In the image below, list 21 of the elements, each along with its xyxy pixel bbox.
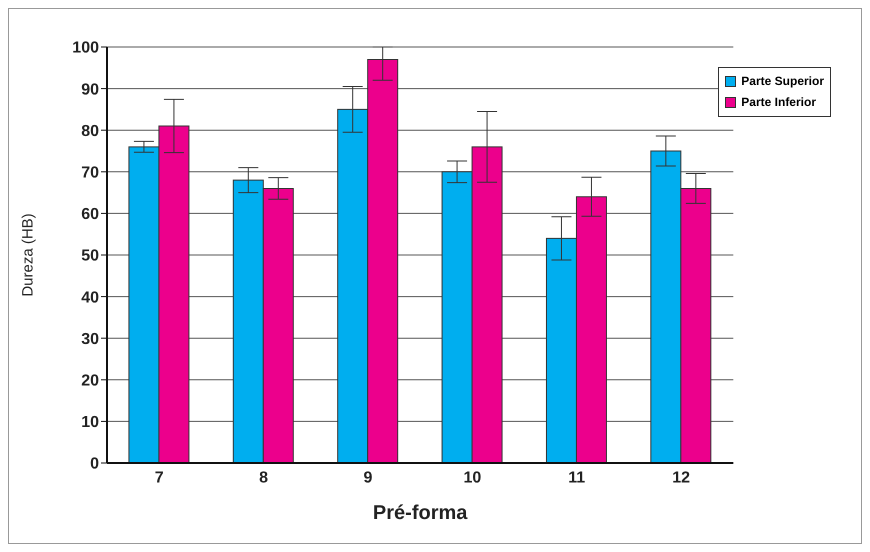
y-tick-label: 10 [81,414,100,432]
legend-label: Parte Superior [741,73,824,90]
x-tick-label: 9 [364,469,373,486]
x-tick-label: 7 [154,469,164,486]
x-tick-label: 10 [463,469,482,486]
x-tick-label: 12 [672,469,690,486]
y-tick-label: 100 [72,40,100,57]
y-tick-label: 50 [81,248,100,265]
y-tick-label: 0 [90,456,100,473]
x-tick-label: 11 [568,469,586,486]
y-tick-label: 20 [81,372,100,390]
x-tick-label: 8 [259,469,268,486]
y-tick-label: 90 [81,81,100,98]
x-axis-title: Pré-forma [372,502,468,524]
y-tick-label: 70 [81,164,100,182]
legend-label: Parte Inferior [741,94,816,111]
y-tick-label: 30 [81,330,100,348]
y-tick-label: 60 [81,206,100,224]
y-tick-label: 80 [81,122,100,140]
y-axis-title: Dureza (HB) [19,213,36,297]
y-tick-label: 40 [81,289,100,306]
